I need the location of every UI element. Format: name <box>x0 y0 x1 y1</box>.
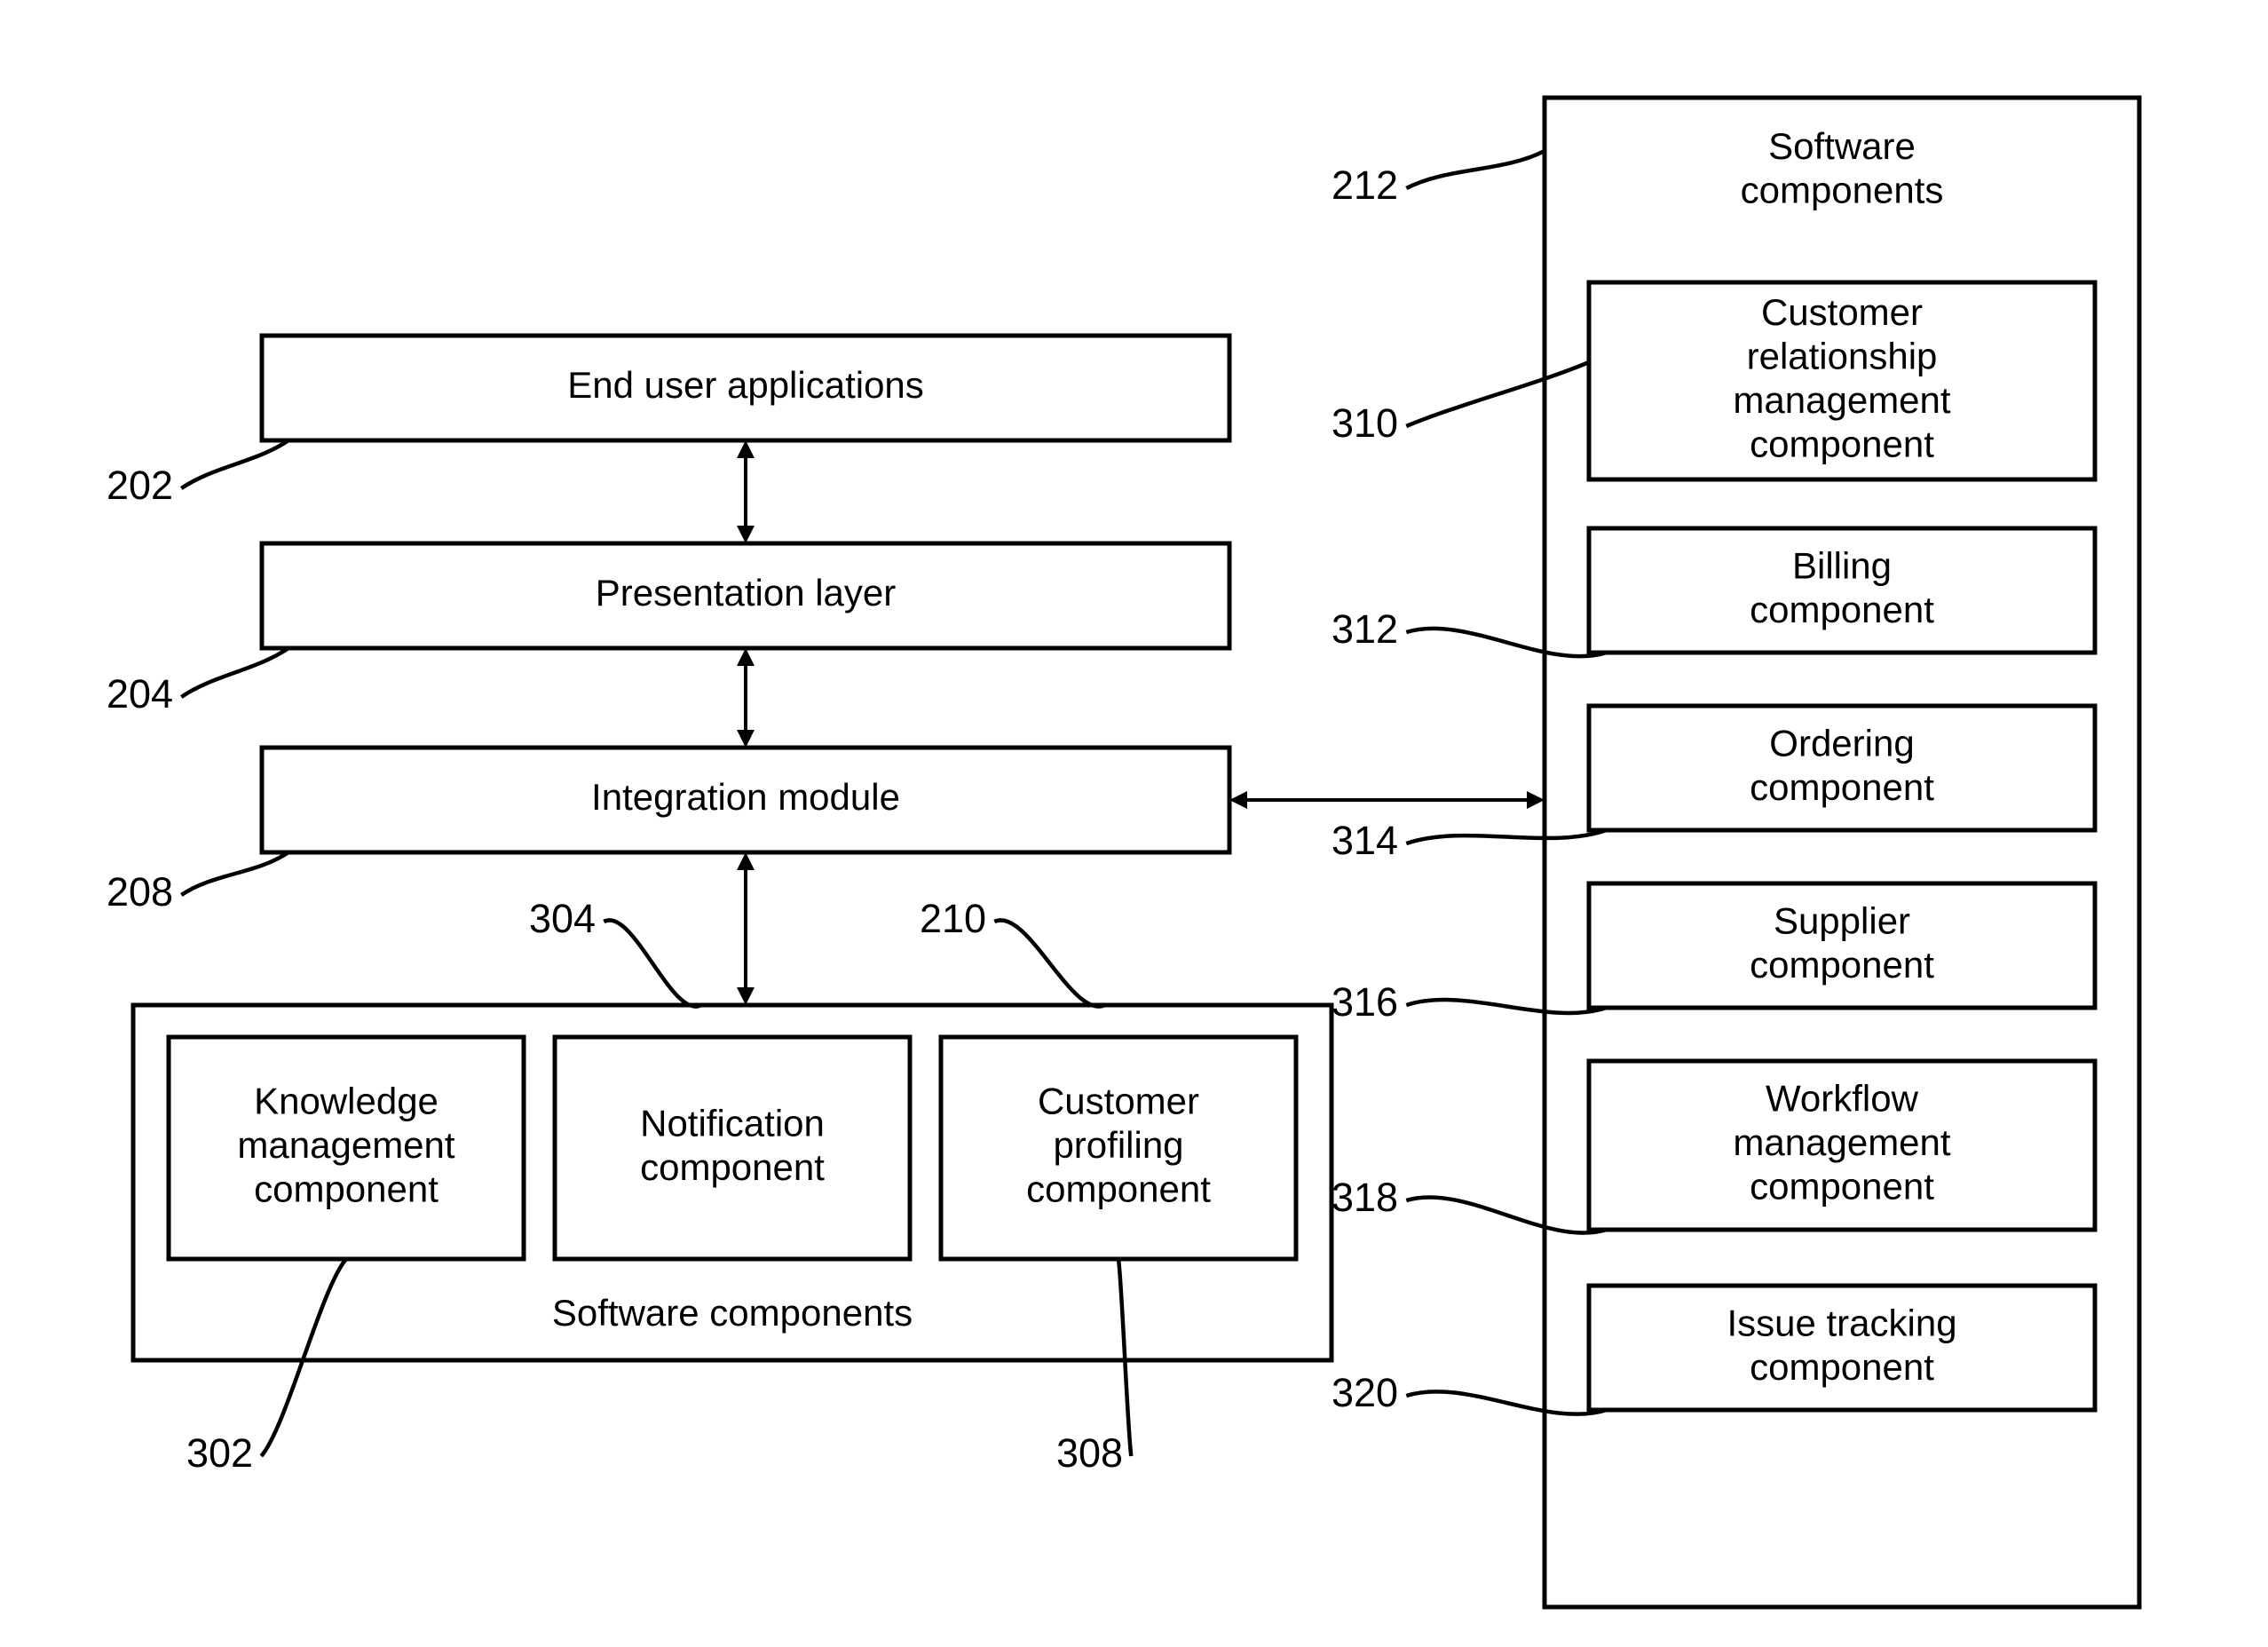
ref-lead-212 <box>1406 151 1545 188</box>
ref-308: 308 <box>1056 1430 1123 1476</box>
crm-label: Customer <box>1761 291 1923 333</box>
ref-314: 314 <box>1332 818 1398 863</box>
issue_tracking-label: Issue tracking <box>1727 1302 1956 1343</box>
arrowhead <box>1527 791 1545 809</box>
arrowhead <box>1229 791 1247 809</box>
crm-label: component <box>1750 423 1934 464</box>
customer_profiling-label: profiling <box>1053 1124 1183 1166</box>
ref-316: 316 <box>1332 979 1398 1025</box>
notification-label: Notification <box>640 1102 825 1144</box>
knowledge_mgmt-label: management <box>237 1124 454 1166</box>
supplier-label: Supplier <box>1774 899 1910 941</box>
arrowhead <box>737 730 755 748</box>
ref-312: 312 <box>1332 606 1398 652</box>
billing-label: component <box>1750 589 1934 630</box>
ref-lead-208 <box>181 852 288 895</box>
notification-label: component <box>640 1146 825 1188</box>
customer_profiling-label: Customer <box>1038 1081 1199 1122</box>
ref-302: 302 <box>186 1430 253 1476</box>
workflow-label: Workflow <box>1766 1078 1919 1120</box>
issue_tracking-label: component <box>1750 1346 1934 1388</box>
arrowhead <box>737 852 755 870</box>
end_user_applications-label: End user applications <box>567 364 924 406</box>
ref-304: 304 <box>529 896 596 941</box>
right-container-title: components <box>1741 170 1944 211</box>
arrowhead <box>737 440 755 458</box>
workflow-label: component <box>1750 1166 1934 1208</box>
billing-label: Billing <box>1792 544 1892 586</box>
arrowhead <box>737 648 755 666</box>
ref-208: 208 <box>107 869 173 915</box>
crm-label: management <box>1733 379 1950 421</box>
ref-lead-204 <box>181 648 288 697</box>
customer_profiling-label: component <box>1026 1168 1211 1210</box>
ref-lead-304 <box>604 920 701 1006</box>
supplier-label: component <box>1750 944 1934 986</box>
crm-label: relationship <box>1747 335 1938 376</box>
integration_module-label: Integration module <box>591 776 900 818</box>
presentation_layer-label: Presentation layer <box>596 572 897 614</box>
left-container-title: Software components <box>552 1292 913 1334</box>
workflow-label: management <box>1733 1121 1950 1163</box>
ref-212: 212 <box>1332 162 1398 208</box>
ref-210: 210 <box>920 896 986 941</box>
arrowhead <box>737 526 755 543</box>
ordering-label: component <box>1750 766 1934 808</box>
ref-320: 320 <box>1332 1370 1398 1415</box>
knowledge_mgmt-label: Knowledge <box>254 1081 439 1122</box>
ordering-label: Ordering <box>1769 722 1914 764</box>
ref-lead-202 <box>181 440 288 488</box>
ref-204: 204 <box>107 671 173 717</box>
ref-310: 310 <box>1332 400 1398 446</box>
ref-318: 318 <box>1332 1175 1398 1220</box>
ref-202: 202 <box>107 463 173 508</box>
knowledge_mgmt-label: component <box>254 1168 439 1210</box>
right-container-title: Software <box>1768 125 1916 167</box>
arrowhead <box>737 987 755 1005</box>
ref-lead-210 <box>994 920 1105 1006</box>
